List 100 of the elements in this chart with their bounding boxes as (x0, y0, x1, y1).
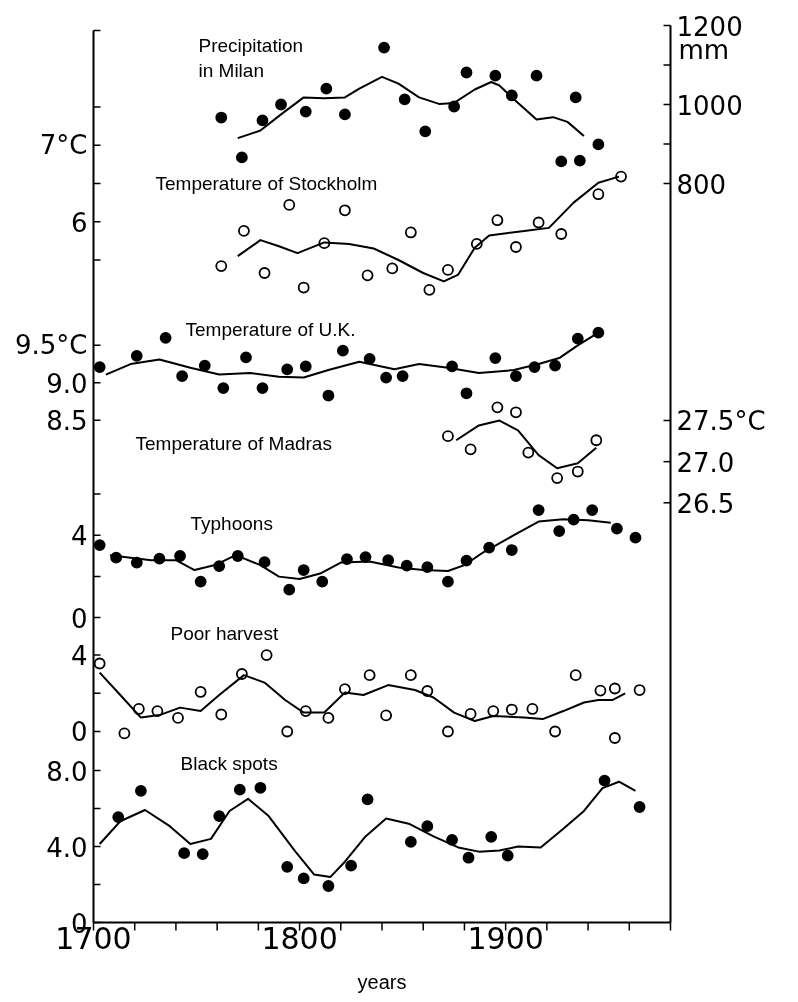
point (633, 684, 646, 696)
point (339, 204, 351, 217)
point (339, 108, 351, 121)
point (112, 811, 125, 823)
y2-tick-label: 27.5°C (676, 405, 766, 436)
point (404, 226, 417, 239)
point (592, 138, 605, 151)
point (380, 709, 393, 722)
point (217, 382, 230, 394)
text: Precipitation in Milan (198, 34, 304, 81)
point (594, 684, 607, 697)
point (215, 111, 228, 124)
point (396, 370, 409, 382)
point (592, 188, 605, 201)
point (159, 331, 172, 344)
point (442, 725, 454, 738)
text: Typhoons (190, 512, 273, 534)
point (260, 649, 273, 661)
point (240, 351, 252, 364)
point (510, 241, 522, 253)
text: Temperature of Madras (135, 432, 332, 454)
point (299, 105, 312, 118)
point (382, 554, 395, 567)
point (464, 443, 477, 456)
point (194, 575, 207, 588)
point (571, 465, 584, 478)
point (489, 69, 502, 82)
point (380, 371, 393, 384)
point (297, 281, 310, 294)
point (442, 430, 454, 443)
point (320, 82, 333, 95)
point (505, 703, 518, 716)
point (608, 732, 621, 744)
point (569, 91, 582, 104)
point (442, 575, 454, 588)
point (256, 382, 269, 394)
y-tick-label: 4.0 (46, 832, 88, 863)
point (322, 880, 335, 892)
y-tick-label: 0 (70, 717, 88, 748)
point (299, 360, 312, 373)
point (254, 781, 267, 794)
point (238, 225, 250, 237)
chart-title: Black spots (180, 752, 278, 774)
point (336, 344, 349, 357)
y2-tick-label: 800 (676, 169, 727, 200)
x-axis-title: years (357, 970, 407, 993)
point (283, 199, 296, 211)
point (629, 531, 642, 544)
point (316, 575, 329, 588)
y2-tick-label: 1200 (676, 11, 743, 42)
point (442, 264, 454, 276)
point (363, 669, 376, 682)
point (345, 859, 357, 872)
text: Poor harvest (170, 622, 279, 644)
y-tick-label: 0 (70, 603, 88, 634)
point (215, 260, 228, 273)
point (522, 446, 535, 459)
point (196, 848, 209, 860)
point (283, 583, 296, 596)
point (549, 359, 561, 372)
point (213, 810, 226, 822)
y2-tick-label: 26.5 (676, 488, 735, 519)
y-tick-label: 4 (70, 521, 88, 552)
text: Temperature of U.K. (185, 318, 356, 340)
x-tick-label: 1800 (261, 920, 338, 956)
point (555, 228, 568, 240)
point (611, 522, 623, 535)
point (93, 539, 106, 551)
point (598, 774, 611, 787)
point (421, 820, 434, 833)
point (135, 784, 147, 797)
point (530, 69, 543, 82)
point (615, 170, 627, 183)
y-tick-label: 4 (70, 641, 88, 672)
point (573, 154, 586, 167)
point (586, 504, 599, 516)
point (510, 370, 522, 382)
point (361, 793, 374, 806)
point (297, 564, 310, 576)
point (487, 705, 500, 717)
point (363, 352, 376, 365)
point (491, 401, 504, 414)
y-tick-label: 6 (70, 207, 88, 238)
point (233, 783, 246, 796)
point (489, 352, 502, 364)
point (404, 669, 417, 682)
point (275, 98, 287, 111)
point (608, 682, 621, 695)
point (491, 214, 504, 227)
x-tick-label: 1900 (467, 920, 544, 956)
point (256, 114, 269, 127)
point (551, 472, 564, 484)
point (510, 406, 522, 419)
point (526, 703, 539, 715)
y2-tick-label: 27.0 (676, 447, 735, 478)
text: Temperature of Stockholm (155, 172, 378, 194)
y-tick-label: 7°C (39, 130, 88, 161)
y-tick-label: 8.0 (46, 756, 88, 787)
point (118, 727, 131, 740)
point (462, 851, 475, 864)
